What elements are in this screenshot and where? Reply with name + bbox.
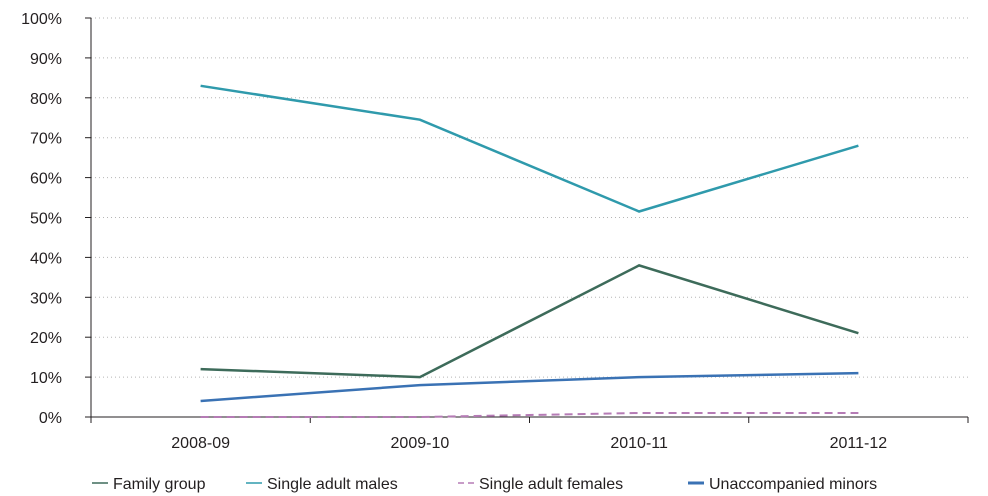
y-tick-label: 40% <box>30 250 62 267</box>
legend-label-single-adult-males: Single adult males <box>267 476 398 493</box>
x-tick-label: 2008-09 <box>171 435 230 452</box>
y-tick-label: 50% <box>30 211 62 228</box>
x-axis-tick-labels: 2008-09 2009-10 2010-11 2011-12 <box>171 435 887 452</box>
series-line-single-adult-females <box>200 412 859 418</box>
y-tick-label: 60% <box>30 171 62 188</box>
x-tick-label: 2010-11 <box>610 435 668 452</box>
y-tick-label: 20% <box>30 330 62 347</box>
legend-label-unaccompanied-minors: Unaccompanied minors <box>709 476 877 493</box>
legend-label-family-group: Family group <box>113 476 206 493</box>
axes <box>85 17 969 423</box>
y-tick-label: 0% <box>39 410 62 427</box>
x-tick-label: 2011-12 <box>830 435 888 452</box>
series-line-single-adult-males <box>200 84 859 213</box>
gridlines <box>91 17 968 378</box>
y-axis-tick-labels: 0% 10% 20% 30% 40% 50% 60% 70% 80% 90% 100% <box>21 11 62 427</box>
y-tick-label: 90% <box>30 51 62 68</box>
legend-label-single-adult-females: Single adult females <box>479 476 623 493</box>
x-tick-label: 2009-10 <box>391 435 450 452</box>
y-tick-label: 30% <box>30 290 62 307</box>
legend: Family group Single adult males Single adu… <box>92 476 877 493</box>
series-lines <box>200 84 859 418</box>
y-tick-label: 70% <box>30 131 62 148</box>
series-line-family-group <box>200 264 859 379</box>
y-tick-label: 10% <box>30 370 62 387</box>
y-tick-label: 80% <box>30 91 62 108</box>
y-tick-label: 100% <box>21 11 62 28</box>
series-line-unaccompanied-minors <box>200 371 859 403</box>
